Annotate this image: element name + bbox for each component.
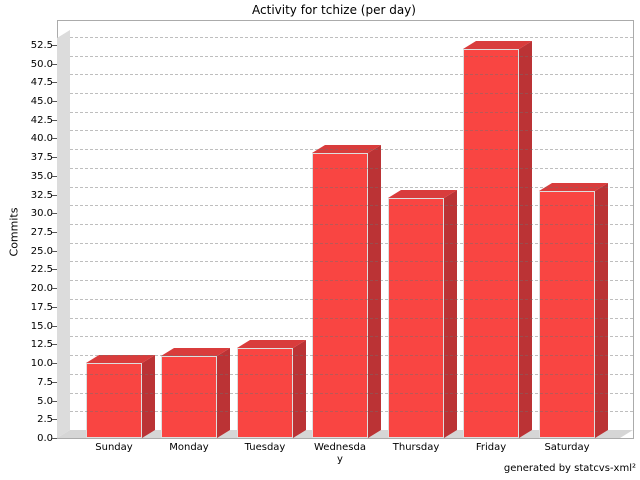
y-tick-label-15.0: 15.0 [30,321,53,332]
bar-sunday [86,363,142,438]
gridline-45.0 [70,93,633,94]
gridline-27.5 [70,224,633,225]
bar-side-saturday [595,183,608,438]
y-tick-label-17.5: 17.5 [30,302,53,313]
bar-top-friday [463,41,532,49]
gridline-20.0 [70,280,633,281]
gridline-47.5 [70,74,633,75]
bar-side-monday [217,348,230,438]
y-tick-label-30.0: 30.0 [30,208,53,219]
bar-friday [463,49,519,438]
gridline-2.5 [70,411,633,412]
y-tick-label-47.5: 47.5 [30,77,53,88]
bar-top-tuesday [237,340,306,348]
y-tick-label-35.0: 35.0 [30,171,53,182]
left-wall-3d [57,30,70,438]
y-tick-label-7.5: 7.5 [37,377,53,388]
y-tick-mark-52.5 [52,45,57,46]
bar-saturday [539,191,595,438]
gridline-12.5 [70,336,633,337]
bar-side-friday [519,41,532,438]
gridline-40.0 [70,130,633,131]
gridline-32.5 [70,187,633,188]
x-label-tuesday: Tuesday [244,442,286,453]
gridline-7.5 [70,374,633,375]
y-tick-mark-10.0 [52,363,57,364]
y-tick-label-32.5: 32.5 [30,190,53,201]
bar-top-thursday [388,190,457,198]
bar-side-wednesday [368,145,381,438]
y-tick-mark-17.5 [52,307,57,308]
bar-top-saturday [539,183,608,191]
y-tick-mark-30.0 [52,213,57,214]
y-tick-mark-25.0 [52,251,57,252]
y-tick-label-37.5: 37.5 [30,152,53,163]
y-tick-label-40.0: 40.0 [30,133,53,144]
gridline-42.5 [70,112,633,113]
y-tick-mark-42.5 [52,120,57,121]
bar-side-thursday [444,190,457,438]
y-tick-mark-50.0 [52,64,57,65]
y-tick-mark-0.0 [52,438,57,439]
x-label-sunday: Sunday [95,442,133,453]
bar-wednesday [312,153,368,438]
x-label-monday: Monday [169,442,209,453]
gridline-5.0 [70,393,633,394]
y-tick-mark-12.5 [52,344,57,345]
gridline-10.0 [70,355,633,356]
y-tick-label-25.0: 25.0 [30,246,53,257]
y-tick-mark-15.0 [52,326,57,327]
bar-side-tuesday [293,340,306,438]
y-tick-label-45.0: 45.0 [30,96,53,107]
y-tick-mark-22.5 [52,269,57,270]
y-tick-label-52.5: 52.5 [30,40,53,51]
y-tick-label-2.5: 2.5 [37,414,53,425]
x-label-friday: Friday [475,442,507,453]
y-tick-mark-35.0 [52,176,57,177]
bar-tuesday [237,348,293,438]
y-tick-label-20.0: 20.0 [30,283,53,294]
gridline-17.5 [70,299,633,300]
gridline-30.0 [70,205,633,206]
y-tick-label-22.5: 22.5 [30,264,53,275]
y-tick-mark-47.5 [52,82,57,83]
gridline-37.5 [70,149,633,150]
x-label-thursday: Thursday [392,442,440,453]
gridline-22.5 [70,261,633,262]
y-tick-mark-40.0 [52,138,57,139]
y-tick-mark-5.0 [52,401,57,402]
gridline-52.5 [70,37,633,38]
bar-thursday [388,198,444,438]
x-label-saturday: Saturday [544,442,590,453]
y-tick-label-12.5: 12.5 [30,339,53,350]
bar-top-sunday [86,355,155,363]
y-tick-mark-20.0 [52,288,57,289]
gridline-15.0 [70,318,633,319]
bar-side-sunday [142,355,155,438]
y-tick-label-0.0: 0.0 [37,433,53,444]
y-tick-mark-27.5 [52,232,57,233]
bar-top-monday [161,348,230,356]
gridline-50.0 [70,56,633,57]
y-tick-label-50.0: 50.0 [30,59,53,70]
y-tick-mark-37.5 [52,157,57,158]
gridline-35.0 [70,168,633,169]
x-label-wednesday: Wednesday [314,442,366,465]
bar-top-wednesday [312,145,381,153]
chart-title: Activity for tchize (per day) [252,3,416,17]
y-tick-mark-32.5 [52,195,57,196]
y-tick-label-42.5: 42.5 [30,115,53,126]
bar-monday [161,356,217,438]
y-tick-mark-7.5 [52,382,57,383]
gridline-25.0 [70,243,633,244]
credit-text: generated by statcvs-xml² [503,463,636,474]
y-tick-label-10.0: 10.0 [30,358,53,369]
y-tick-label-27.5: 27.5 [30,227,53,238]
y-tick-mark-2.5 [52,419,57,420]
y-tick-mark-45.0 [52,101,57,102]
y-tick-label-5.0: 5.0 [37,396,53,407]
